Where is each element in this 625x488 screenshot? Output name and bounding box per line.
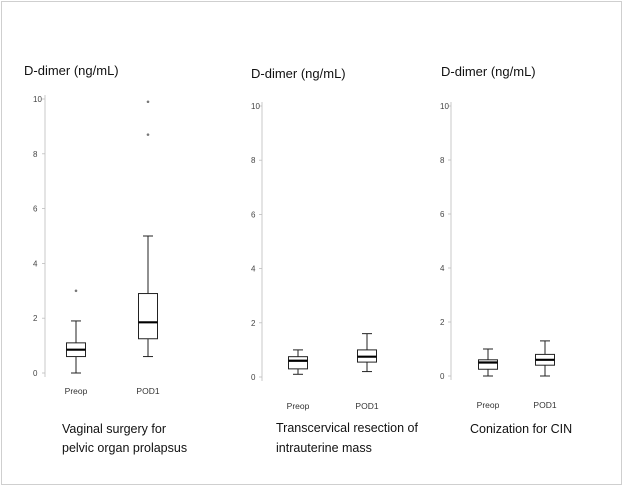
x-category-label: POD1 [355,401,378,411]
y-tick-label: 8 [440,156,445,165]
y-tick-label: 2 [251,319,256,328]
y-tick-label: 10 [33,95,42,104]
chart-panel-2: D-dimer (ng/mL) 0 2 4 6 8 10 Preop POD1 Transcerv… [251,66,418,455]
chart-panel-1: D-dimer (ng/mL) 0 2 4 6 8 10 Preop POD1 Vaginal s… [24,63,187,455]
y-tick-label: 10 [251,102,260,111]
box-preop [66,289,86,374]
iqr-box [138,293,158,340]
box-pod1 [535,340,555,377]
panel-caption-line: Conization for CIN [470,422,572,436]
panel-caption-line: Vaginal surgery for [62,422,166,436]
box-preop [288,349,308,375]
y-tick-label: 6 [440,210,445,219]
y-tick-label: 0 [33,369,38,378]
outlier-point [74,289,78,293]
y-tick-label: 8 [251,156,256,165]
y-axis-label: D-dimer (ng/mL) [251,66,346,81]
y-axis-label: D-dimer (ng/mL) [24,63,119,78]
chart-panel-3: D-dimer (ng/mL) 0 2 4 6 8 10 Preop POD1 Conizatio… [440,64,572,436]
x-category-label: Preop [287,401,310,411]
box-preop [478,348,498,377]
panel-caption-line: pelvic organ prolapsus [62,441,187,455]
y-tick-label: 0 [440,372,445,381]
y-tick-label: 2 [440,318,445,327]
y-tick-label: 4 [33,259,38,268]
y-tick-label: 4 [440,264,445,273]
box-pod1 [138,100,158,358]
panel-caption-line: intrauterine mass [276,441,372,455]
iqr-box [288,356,308,370]
panel-caption-line: Transcervical resection of [276,421,418,435]
x-category-label: Preop [477,400,500,410]
y-tick-label: 6 [251,210,256,219]
y-tick-label: 2 [33,314,38,323]
y-tick-label: 10 [440,102,449,111]
box-pod1 [357,333,377,373]
iqr-box [478,359,498,370]
y-tick-label: 0 [251,373,256,382]
y-tick-label: 4 [251,265,256,274]
outlier-point [146,133,150,136]
x-category-label: POD1 [136,386,159,396]
x-category-label: POD1 [533,400,556,410]
x-category-label: Preop [65,386,88,396]
y-tick-label: 6 [33,205,38,214]
y-tick-label: 8 [33,150,38,159]
outlier-point [146,100,150,104]
y-axis-label: D-dimer (ng/mL) [441,64,536,79]
